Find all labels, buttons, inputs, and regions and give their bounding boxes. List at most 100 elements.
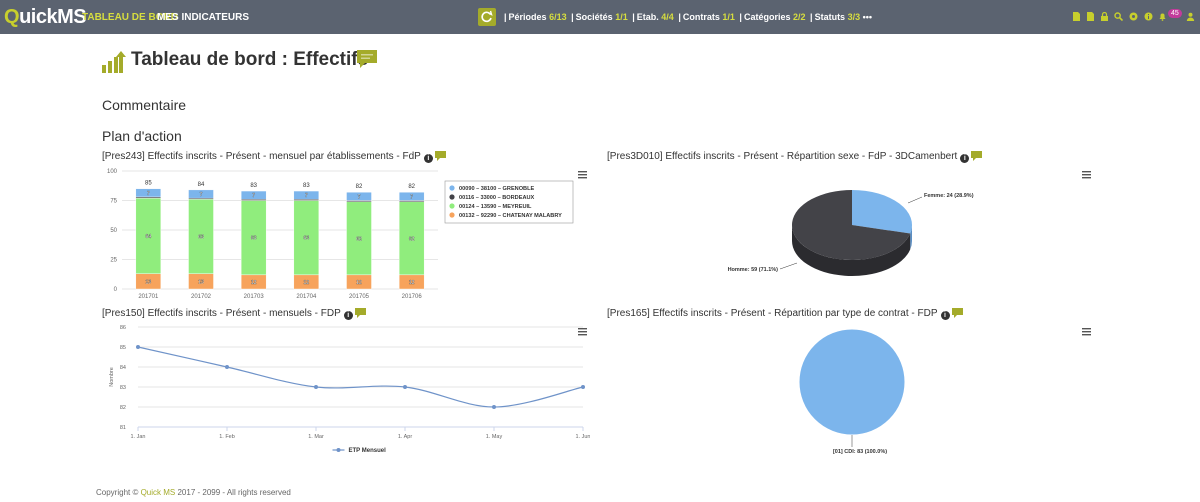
app-logo[interactable]: QuickMS <box>4 6 87 28</box>
filter-statuts[interactable]: | Statuts 3/3 <box>810 12 861 22</box>
bar-data-label: 7 <box>147 191 150 197</box>
x-tick-label: 201701 <box>138 294 159 300</box>
x-tick-label: 201702 <box>191 294 212 300</box>
y-tick-label: 75 <box>110 199 117 205</box>
data-point <box>225 365 229 369</box>
bar-segment <box>293 190 320 200</box>
y-tick-label: 81 <box>120 425 126 431</box>
search-icon[interactable] <box>1114 12 1123 21</box>
bar-data-label: 12 <box>304 280 310 286</box>
bar-data-label: 7 <box>410 194 413 200</box>
bar-total-label: 82 <box>408 184 415 190</box>
chart4-menu-icon[interactable] <box>1082 328 1091 336</box>
pie-label-connector <box>779 262 798 270</box>
bar-data-label: 7 <box>200 192 203 198</box>
bar-data-label: 63 <box>251 236 257 242</box>
gear-icon[interactable] <box>1129 12 1138 21</box>
notification-badge: 45 <box>1168 9 1182 18</box>
y-tick-label: 100 <box>107 169 118 175</box>
bar-total-label: 83 <box>250 183 257 189</box>
x-tick-label: 1. Feb <box>219 434 235 440</box>
footer-brand-link[interactable]: Quick MS <box>140 488 176 497</box>
legend-box <box>444 180 574 224</box>
bar-data-label: 62 <box>356 236 362 242</box>
bar-data-label: 64 <box>146 234 152 240</box>
bar-segment <box>188 189 214 199</box>
legend-marker <box>449 194 455 200</box>
refresh-icon <box>481 10 493 23</box>
series-line <box>137 346 584 408</box>
filter-periodes[interactable]: | Périodes 6/13 <box>504 12 567 22</box>
legend-item: ETP Mensuel <box>349 448 387 454</box>
chart1-info-icon[interactable]: i <box>423 154 433 163</box>
bar-data-label: 7 <box>358 194 361 200</box>
chart2-info-icon[interactable]: i <box>960 154 970 163</box>
data-point <box>136 345 140 349</box>
bar-segment <box>135 188 162 198</box>
chart4-info-icon[interactable]: i <box>940 311 950 320</box>
chart1-title: [Pres243] Effectifs inscrits - Présent -… <box>102 151 446 163</box>
bar-data-label: 7 <box>252 193 255 199</box>
pie-slice <box>792 190 911 260</box>
filter-etab[interactable]: | Etab. 4/4 <box>632 12 674 22</box>
filter-categories[interactable]: | Catégories 2/2 <box>739 12 806 22</box>
bar-chart-up-icon <box>102 51 126 73</box>
bar-data-label: 62 <box>409 236 415 242</box>
help-icon[interactable] <box>1144 12 1153 21</box>
bar-segment <box>398 201 425 276</box>
footer: Copyright © Quick MS 2017 - 2099 - All r… <box>96 488 291 497</box>
pie-label-connector <box>907 196 923 204</box>
chart3-menu-icon[interactable] <box>578 328 587 336</box>
bar-segment <box>188 199 214 274</box>
bar-data-label: 13 <box>198 279 204 285</box>
x-tick-label: 1. Apr <box>398 434 413 440</box>
bar-total-label: 83 <box>303 183 310 189</box>
chart2-comment-icon[interactable] <box>971 151 983 161</box>
filter-societes[interactable]: | Sociétés 1/1 <box>571 12 628 22</box>
y-tick-label: 82 <box>120 405 126 411</box>
legend-marker <box>336 448 341 452</box>
pie-data-label: Homme: 59 (71.1%) <box>728 267 779 273</box>
bar-total-label: 85 <box>145 181 152 187</box>
chart2-title: [Pres3D010] Effectifs inscrits - Présent… <box>607 151 983 163</box>
bar-segment <box>240 190 267 200</box>
chart3-line: 81 82 83 84 85 86 Nombre 1. Jan 1. Feb 1. Mar 1. A… <box>109 325 590 454</box>
top-navbar: QuickMS TABLEAU DE BORD MES INDICATEURS … <box>0 0 1200 34</box>
pie-slice <box>798 328 906 436</box>
chart3-comment-icon[interactable] <box>354 308 366 318</box>
data-point <box>403 385 407 389</box>
action-plan-heading: Plan d'action <box>102 128 182 144</box>
chart2-menu-icon[interactable] <box>1082 171 1091 179</box>
bar-total-label: 82 <box>356 184 363 190</box>
data-point <box>314 385 318 389</box>
chart1-menu-icon[interactable] <box>578 171 587 179</box>
chart1-stacked-bar: 0 25 50 75 100 13 64 7 85 201701 13 63 7 84 201702 12 63… <box>107 169 574 300</box>
filter-contrats[interactable]: | Contrats 1/1 <box>678 12 735 22</box>
chart4-comment-icon[interactable] <box>951 308 963 318</box>
bar-data-label: 13 <box>146 279 152 285</box>
x-tick-label: 201703 <box>244 294 265 300</box>
bell-icon[interactable] <box>1158 12 1167 21</box>
export-pdf-icon[interactable] <box>1072 12 1081 21</box>
export-file-icon[interactable] <box>1086 12 1095 21</box>
bar-total-label: 84 <box>198 182 205 188</box>
y-tick-label: 84 <box>120 365 126 371</box>
chart3-info-icon[interactable]: i <box>343 311 353 320</box>
nav-mes-indicateurs[interactable]: MES INDICATEURS <box>157 12 250 23</box>
x-tick-label: 1. May <box>486 434 503 440</box>
refresh-button[interactable] <box>478 8 496 26</box>
nav-tableau-de-bord[interactable]: TABLEAU DE BORD <box>82 12 178 23</box>
page-comment-icon[interactable] <box>357 50 377 68</box>
filters-more-icon[interactable]: ••• <box>862 12 873 22</box>
user-icon[interactable] <box>1186 12 1195 21</box>
chart4-pie: [01] CDI: 83 (100.0%) <box>798 328 906 455</box>
legend-item: 00116 – 33000 – BORDEAUX <box>459 195 535 201</box>
lock-icon[interactable] <box>1100 12 1109 21</box>
legend-marker <box>449 185 455 191</box>
y-tick-label: 83 <box>120 385 126 391</box>
x-tick-label: 201704 <box>296 294 317 300</box>
pie-slice-side <box>792 225 911 276</box>
chart1-comment-icon[interactable] <box>434 151 446 161</box>
bar-data-label: 63 <box>304 236 310 242</box>
page-title: Tableau de bord : Effectifs <box>131 49 369 70</box>
